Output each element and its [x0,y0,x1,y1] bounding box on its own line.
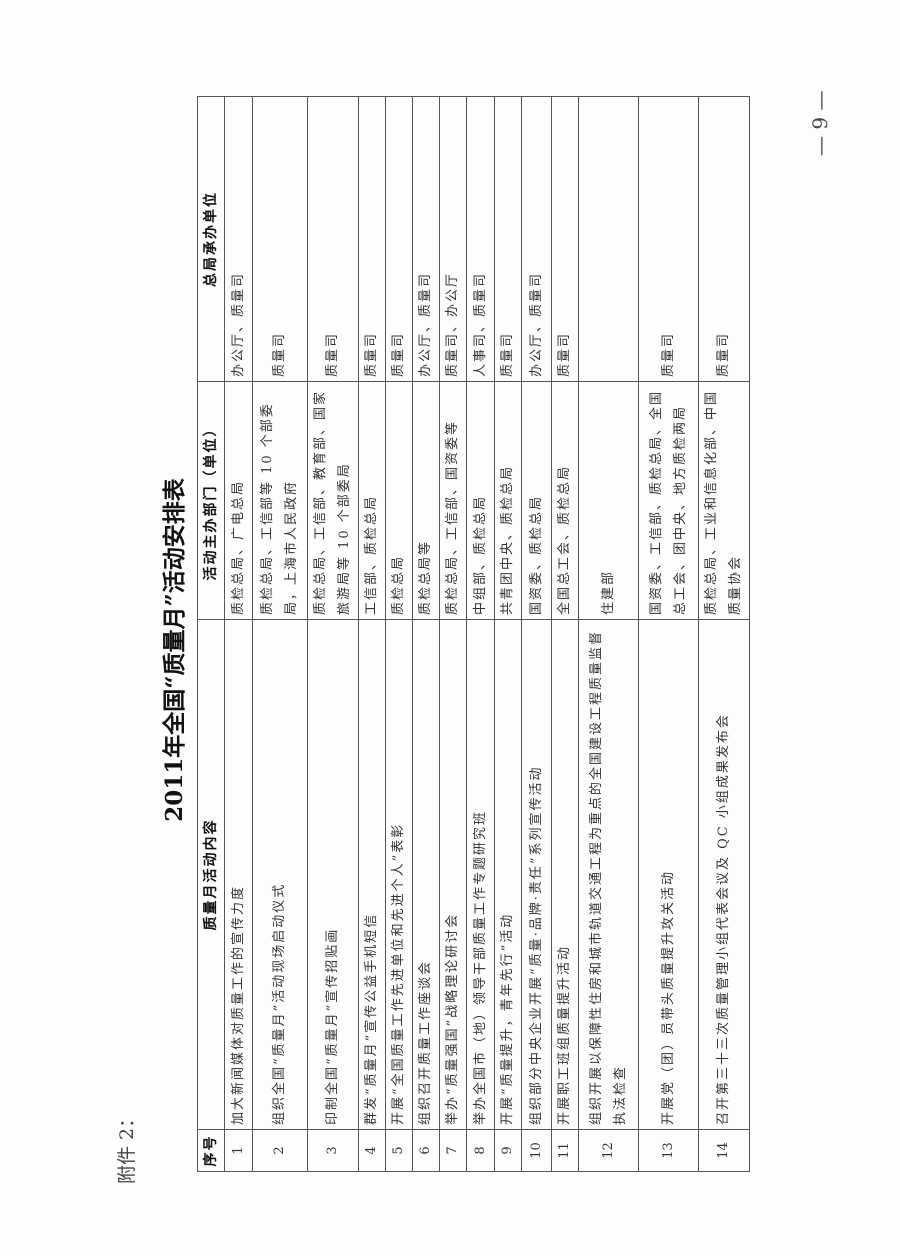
cell-undertaker: 质量司 [638,96,699,382]
table-row: 3 印制全国“质量月”宣传招贴画 质检总局、工信部、教育部、国家旅游局等 10 个部… [307,96,359,1172]
table-row: 4 群发“质量月”宣传公益手机短信 工信部、质检总局 质量司 [358,96,386,1172]
table-row: 1 加大新闻媒体对质量工作的宣传力度 质检总局、广电总局 办公厅、质量司 [224,96,253,1172]
cell-no: 8 [466,1129,495,1172]
header-no: 序号 [197,1129,225,1172]
cell-no: 10 [521,1129,552,1172]
cell-no: 7 [439,1129,467,1172]
cell-content: 组织全国“质量月”活动现场启动仪式 [252,619,308,1130]
cell-organizer: 质检总局、工信部、国资委等 [439,381,467,620]
cell-organizer: 质检总局等 [412,381,440,620]
table-row: 7 举办“质量强国”战略理论研讨会 质检总局、工信部、国资委等 质量司、办公厅 [439,96,467,1172]
table-row: 14 召开第三十三次质量管理小组代表会议及 QC 小组成果发布会 质检总局、工业和信… [698,96,750,1172]
cell-organizer: 国资委、质检总局 [521,381,552,620]
cell-organizer: 质检总局 [385,381,413,620]
table-row: 11 开展职工班组质量提升活动 全国总工会、质检总局 质量司 [551,96,579,1172]
cell-no: 14 [698,1129,750,1172]
cell-content: 组织召开质量工作座谈会 [412,619,440,1130]
table-row: 8 举办全国市（地）领导干部质量工作专题研究班 中组部、质检总局 人事司、质量司 [466,96,495,1172]
cell-undertaker: 办公厅、质量司 [224,96,253,382]
cell-organizer: 住建部 [578,381,639,620]
cell-content: 群发“质量月”宣传公益手机短信 [358,619,386,1130]
cell-undertaker: 质量司 [307,96,359,382]
table-row: 12 组织开展以保障性住房和城市轨道交通工程为重点的全国建设工程质量监督执法检查住… [578,96,639,1172]
cell-undertaker: 质量司 [358,96,386,382]
cell-undertaker: 质量司 [252,96,308,382]
cell-content: 举办“质量强国”战略理论研讨会 [439,619,467,1130]
cell-content: 加大新闻媒体对质量工作的宣传力度 [224,619,253,1130]
cell-organizer: 工信部、质检总局 [358,381,386,620]
cell-organizer: 国资委、工信部、质检总局、全国总工会、团中央、地方质检两局 [638,381,699,620]
table-row: 10 组织部分中央企业开展“质量·品牌·责任”系列宣传活动 国资委、质检总局 办公厅、… [521,96,552,1172]
cell-organizer: 质检总局、工信部、教育部、国家旅游局等 10 个部委局 [307,381,359,620]
cell-no: 5 [385,1129,413,1172]
cell-content: 举办全国市（地）领导干部质量工作专题研究班 [466,619,495,1130]
table-row: 9 开展“质量提升，青年先行”活动 共青团中央、质检总局 质量司 [494,96,522,1172]
cell-no: 4 [358,1129,386,1172]
table-row: 13 开展党（团）员带头质量提升攻关活动 国资委、工信部、质检总局、全国总工会、团中… [638,96,699,1172]
table-row: 2 组织全国“质量月”活动现场启动仪式 质检总局、工信部等 10 个部委局，上海市人… [252,96,308,1172]
cell-no: 11 [551,1129,579,1172]
cell-organizer: 共青团中央、质检总局 [494,381,522,620]
cell-organizer: 质检总局、工业和信息化部、中国质量协会 [698,381,750,620]
cell-undertaker: 办公厅、质量司 [412,96,440,382]
cell-content: 开展“全国质量工作先进单位和先进个人”表彰 [385,619,413,1130]
table-row: 5 开展“全国质量工作先进单位和先进个人”表彰 质检总局 质量司 [385,96,413,1172]
cell-content: 组织部分中央企业开展“质量·品牌·责任”系列宣传活动 [521,619,552,1130]
header-content: 质量月活动内容 [197,619,225,1130]
attachment-label: 附件 2： [116,1108,138,1184]
cell-undertaker: 质量司 [698,96,750,382]
cell-content: 召开第三十三次质量管理小组代表会议及 QC 小组成果发布会 [698,619,750,1130]
cell-no: 6 [412,1129,440,1172]
cell-content: 开展党（团）员带头质量提升攻关活动 [638,619,699,1130]
page-title: 2011年全国“质量月”活动安排表 [161,478,188,822]
table-row: 6 组织召开质量工作座谈会 质检总局等 办公厅、质量司 [412,96,440,1172]
cell-no: 3 [307,1129,359,1172]
cell-no: 9 [494,1129,522,1172]
table-body: 1 加大新闻媒体对质量工作的宣传力度 质检总局、广电总局 办公厅、质量司 2 组织全国“质… [224,96,750,1172]
cell-content: 印制全国“质量月”宣传招贴画 [307,619,359,1130]
cell-no: 12 [578,1129,639,1172]
header-undertaker: 总局承办单位 [197,96,225,382]
cell-undertaker: 人事司、质量司 [466,96,495,382]
cell-organizer: 中组部、质检总局 [466,381,495,620]
cell-content: 开展职工班组质量提升活动 [551,619,579,1130]
page-number: — 9 — [808,90,832,156]
cell-undertaker: 质量司 [551,96,579,382]
cell-content: 组织开展以保障性住房和城市轨道交通工程为重点的全国建设工程质量监督执法检查 [578,619,639,1130]
cell-no: 13 [638,1129,699,1172]
table-header-row: 序号 质量月活动内容 活动主办部门（单位） 总局承办单位 [197,96,225,1172]
cell-undertaker: 质量司、办公厅 [439,96,467,382]
cell-undertaker: 办公厅、质量司 [521,96,552,382]
cell-organizer: 质检总局、广电总局 [224,381,253,620]
cell-no: 1 [224,1129,253,1172]
cell-undertaker [578,96,639,382]
cell-undertaker: 质量司 [494,96,522,382]
cell-undertaker: 质量司 [385,96,413,382]
cell-organizer: 质检总局、工信部等 10 个部委局，上海市人民政府 [252,381,308,620]
cell-organizer: 全国总工会、质检总局 [551,381,579,620]
cell-no: 2 [252,1129,308,1172]
cell-content: 开展“质量提升，青年先行”活动 [494,619,522,1130]
header-organizer: 活动主办部门（单位） [197,381,225,620]
activity-schedule-table: 序号 质量月活动内容 活动主办部门（单位） 总局承办单位 1 加大新闻媒体对质量工… [197,96,750,1172]
